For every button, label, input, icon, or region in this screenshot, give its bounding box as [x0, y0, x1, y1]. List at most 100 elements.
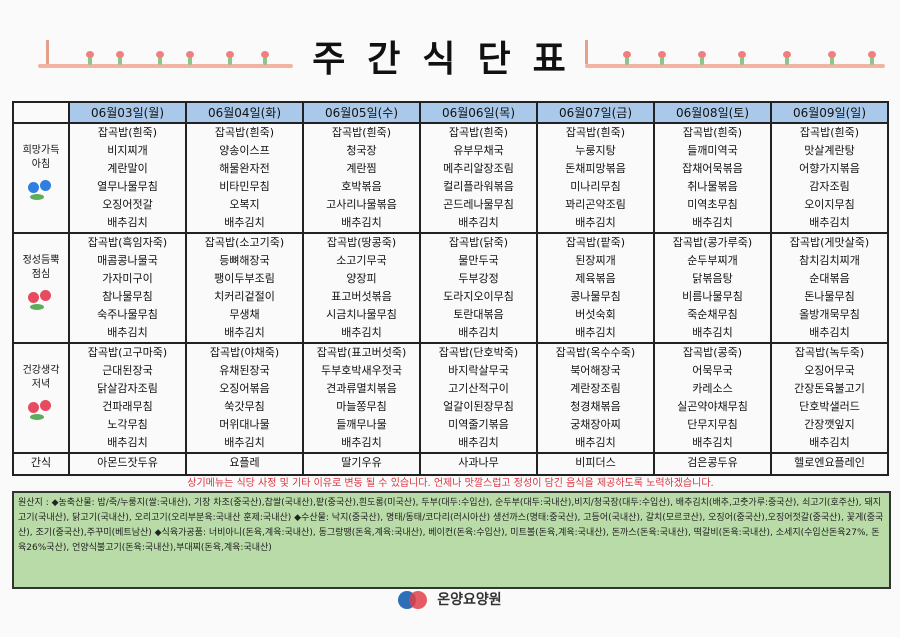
meal-label: 건강생각 저녁 [22, 365, 60, 390]
menu-item: 잡곡밥(닭죽) [448, 236, 509, 249]
meal-row: 희망가득 아침 잡곡밥(흰죽) 비지찌개 계란말이 열무나물무침 오징어젓갈 배추김치 잡곡밥(… [12, 122, 889, 234]
snack-item: 딸기우유 [302, 452, 421, 476]
menu-cell: 잡곡밥(흰죽) 들깨미역국 잡채어묵볶음 취나물볶음 미역초무침 배추김치 [653, 122, 772, 234]
facility-logo: 온양요양원 [0, 589, 900, 611]
menu-item: 잡곡밥(흰죽) [682, 126, 743, 139]
menu-item: 배추김치 [341, 326, 382, 339]
menu-cell: 잡곡밥(소고기죽) 등뼈해장국 팽이두부조림 치커리겉절이 무생채 배추김치 [185, 232, 304, 344]
snack-item: 요플레 [185, 452, 304, 476]
menu-item: 배추김치 [107, 436, 148, 449]
menu-item: 머위대나물 [219, 418, 270, 431]
menu-item: 취나물볶음 [687, 180, 738, 193]
snack-item: 사과나무 [419, 452, 538, 476]
menu-cell: 잡곡밥(닭죽) 물만두국 두부강정 도라지오이무침 토란대볶음 배추김치 [419, 232, 538, 344]
menu-item: 잡곡밥(콩죽) [682, 346, 743, 359]
menu-item: 단무지무침 [687, 418, 738, 431]
menu-cell: 잡곡밥(흰죽) 유부무채국 메추리알장조림 컬리플라워볶음 곤드레나물무침 배추김치 [419, 122, 538, 234]
menu-item: 가자미구이 [102, 272, 153, 285]
menu-item: 실곤약야채무침 [677, 400, 748, 413]
menu-item: 배추김치 [809, 216, 850, 229]
menu-item: 노각무침 [107, 418, 148, 431]
menu-item: 어묵무국 [692, 364, 733, 377]
menu-cell: 잡곡밥(콩가루죽) 순두부찌개 닭볶음탕 비름나물무침 죽순채무침 배추김치 [653, 232, 772, 344]
menu-cell: 잡곡밥(팥죽) 된장찌개 제육볶음 콩나물무침 버섯숙회 배추김치 [536, 232, 655, 344]
menu-item: 돈나물무침 [804, 290, 855, 303]
menu-item: 감자조림 [809, 180, 850, 193]
menu-item: 컬리플라워볶음 [443, 180, 514, 193]
menu-item: 유채된장국 [219, 364, 270, 377]
day-header: 06월06일(목) [419, 101, 538, 124]
menu-item: 오이지무침 [804, 198, 855, 211]
menu-item: 간장돈육불고기 [794, 382, 865, 395]
menu-item: 배추김치 [341, 436, 382, 449]
menu-item: 배추김치 [809, 436, 850, 449]
menu-item: 치커리겉절이 [214, 290, 275, 303]
menu-cell: 잡곡밥(흰죽) 맛살계란탕 어향가지볶음 감자조림 오이지무침 배추김치 [770, 122, 889, 234]
menu-cell: 잡곡밥(옥수수죽) 북어해장국 계란장조림 청경채볶음 궁채장아찌 배추김치 [536, 342, 655, 454]
menu-item: 미역초무침 [687, 198, 738, 211]
blue-flower-icon [26, 180, 56, 200]
day-header: 06월03일(월) [68, 101, 187, 124]
day-header: 06월05일(수) [302, 101, 421, 124]
menu-item: 숙주나물무침 [97, 308, 158, 321]
meal-row: 정성듬뿍 점심 잡곡밥(흑임자죽) 매콤콩나물국 가자미구이 참나물무침 숙주나물무침 배추김… [12, 232, 889, 344]
menu-cell: 잡곡밥(야채죽) 유채된장국 오징어볶음 쑥갓무침 머위대나물 배추김치 [185, 342, 304, 454]
menu-item: 궁채장아찌 [570, 418, 621, 431]
menu-item: 오징어볶음 [219, 382, 270, 395]
menu-item: 근대된장국 [102, 364, 153, 377]
menu-item: 두부호박새우젓국 [321, 364, 402, 377]
origin-info-box: 원산지 : ◆농축산물: 밥/죽/누룽지(쌀:국내산), 기장 차조(중국산),… [12, 491, 891, 589]
menu-item: 바지락살무국 [448, 364, 509, 377]
menu-item: 배추김치 [224, 326, 265, 339]
menu-item: 콩나물무침 [570, 290, 621, 303]
menu-item: 물만두국 [458, 254, 499, 267]
menu-item: 배추김치 [341, 216, 382, 229]
menu-item: 잡곡밥(흰죽) [799, 126, 860, 139]
menu-item: 배추김치 [458, 436, 499, 449]
snack-item: 비피더스 [536, 452, 655, 476]
menu-item: 버섯숙회 [575, 308, 616, 321]
menu-item: 고기산적구이 [448, 382, 509, 395]
menu-item: 배추김치 [692, 326, 733, 339]
menu-item: 잡곡밥(흰죽) [565, 126, 626, 139]
menu-item: 쑥갓무침 [224, 400, 265, 413]
menu-item: 배추김치 [692, 436, 733, 449]
menu-item: 메추리알장조림 [443, 162, 514, 175]
menu-item: 시금치나물무침 [326, 308, 397, 321]
menu-item: 잡곡밥(팥죽) [565, 236, 626, 249]
menu-item: 배추김치 [575, 436, 616, 449]
day-header: 06월08일(토) [653, 101, 772, 124]
menu-item: 오징어젓갈 [102, 198, 153, 211]
menu-item: 얼갈이된장무침 [443, 400, 514, 413]
menu-item: 양송이스프 [219, 144, 270, 157]
flower-border-left [38, 40, 293, 74]
snack-label: 간식 [12, 452, 70, 476]
menu-item: 배추김치 [107, 326, 148, 339]
menu-item: 건파래무침 [102, 400, 153, 413]
menu-item: 잡곡밥(소고기죽) [204, 236, 285, 249]
menu-item: 어향가지볶음 [799, 162, 860, 175]
menu-item: 열무나물무침 [97, 180, 158, 193]
page-title: 주간식단표 [312, 39, 588, 80]
menu-cell: 잡곡밥(녹두죽) 오징어무국 간장돈육불고기 단호박샐러드 간장깻잎지 배추김치 [770, 342, 889, 454]
menu-item: 돈채피망볶음 [565, 162, 626, 175]
menu-item: 잡곡밥(게맛살죽) [789, 236, 870, 249]
menu-item: 배추김치 [575, 326, 616, 339]
menu-item: 배추김치 [458, 216, 499, 229]
menu-item: 제육볶음 [575, 272, 616, 285]
menu-item: 꽈리곤약조림 [565, 198, 626, 211]
snack-row: 간식 아몬드잣두유 요플레 딸기우유 사과나무 비피더스 검은콩두유 헬로엔요플레인 [12, 452, 889, 476]
meal-label: 희망가득 아침 [22, 145, 60, 170]
heart-logo-icon [398, 589, 428, 611]
red-flower-icon [26, 290, 56, 310]
menu-cell: 잡곡밥(흑임자죽) 매콤콩나물국 가자미구이 참나물무침 숙주나물무침 배추김치 [68, 232, 187, 344]
menu-item: 두부강정 [458, 272, 499, 285]
red-flower-icon [26, 400, 56, 420]
menu-item: 잡곡밥(흑임자죽) [87, 236, 168, 249]
menu-cell: 잡곡밥(표고버섯죽) 두부호박새우젓국 견과류멸치볶음 마늘쫑무침 들깨무나물 배추김치 [302, 342, 421, 454]
weekly-menu-table: 06월03일(월) 06월04일(화) 06월05일(수) 06월06일(목) 06월0… [12, 101, 889, 476]
menu-item: 계란말이 [107, 162, 148, 175]
menu-item: 잡곡밥(흰죽) [448, 126, 509, 139]
meal-label-cell: 건강생각 저녁 [12, 342, 70, 454]
menu-item: 잡곡밥(옥수수죽) [555, 346, 636, 359]
